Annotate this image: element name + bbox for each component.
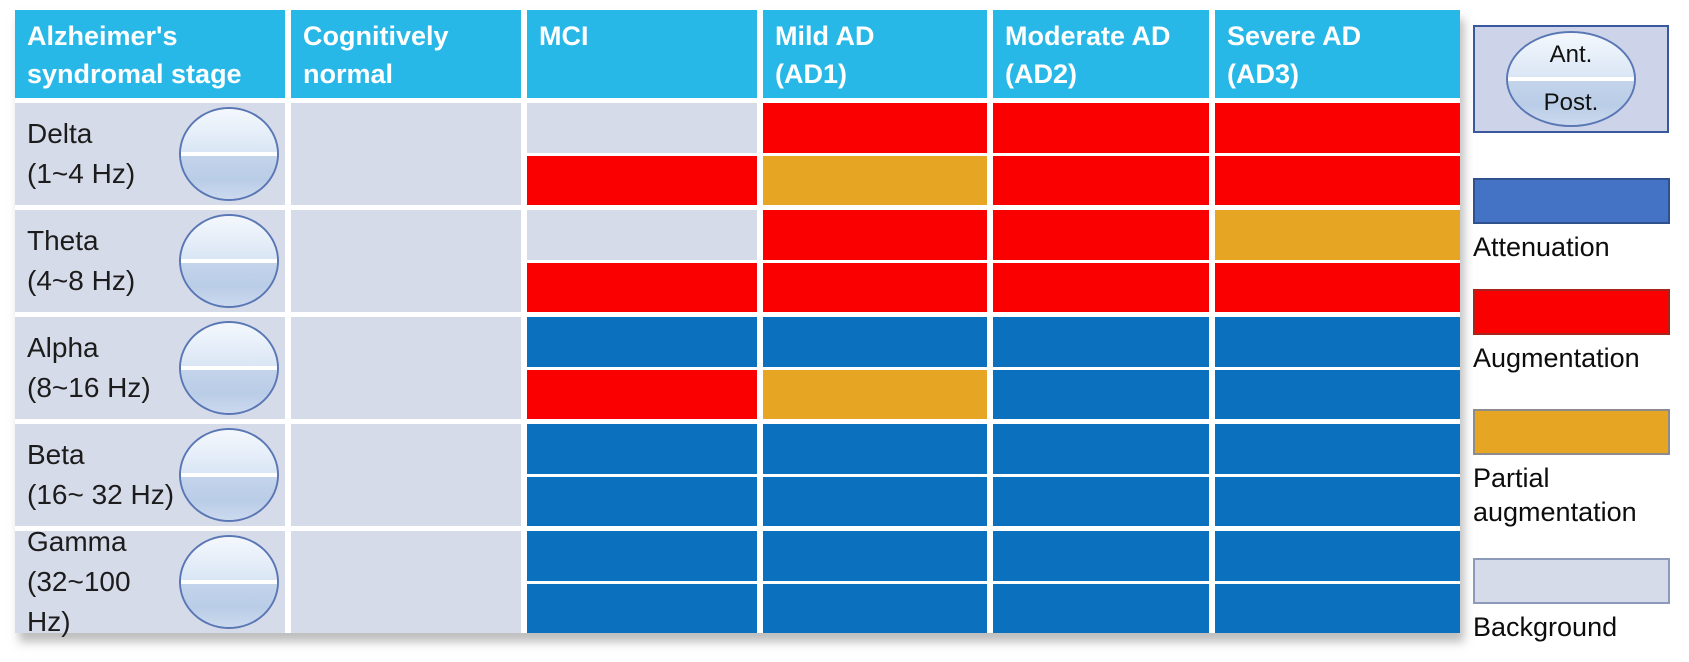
background-swatch [1473, 558, 1670, 604]
cell-gamma-mild-ad-posterior [763, 583, 987, 633]
anterior-label: Ant. [1549, 41, 1593, 68]
cell-alpha-moderate-ad-anterior [993, 317, 1209, 367]
band-frequency-range: (16~ 32 Hz) [27, 479, 175, 510]
cell-beta-moderate-ad-posterior [993, 476, 1209, 526]
band-name: Beta [27, 439, 85, 471]
background-label: Background [1473, 612, 1618, 642]
cell-theta-cognitively-normal [291, 210, 521, 312]
brain-ant-post-icon [179, 428, 279, 522]
cell-delta-mci-anterior [527, 103, 757, 153]
band-label-beta: Beta (16~ 32 Hz) [15, 424, 285, 526]
partial-augmentation-swatch [1473, 409, 1670, 455]
cell-theta-mild-ad-posterior [763, 262, 987, 312]
cell-gamma-mild-ad-anterior [763, 531, 987, 581]
cell-beta-mild-ad-anterior [763, 424, 987, 474]
band-label-gamma: Gamma (32~100 Hz) [15, 526, 285, 637]
brain-ant-post-icon [179, 107, 279, 201]
header-severe-ad: Severe AD (AD3) [1215, 10, 1460, 98]
cell-alpha-moderate-ad-posterior [993, 369, 1209, 419]
header-mild-ad: Mild AD (AD1) [763, 10, 987, 98]
band-frequency-range: (1~4 Hz) [27, 158, 136, 189]
cell-beta-severe-ad-posterior [1215, 476, 1460, 526]
cell-gamma-mci-anterior [527, 531, 757, 581]
cell-delta-severe-ad-anterior [1215, 103, 1460, 153]
cell-theta-mci-posterior [527, 262, 757, 312]
cell-alpha-mci-posterior [527, 369, 757, 419]
cell-theta-moderate-ad-anterior [993, 210, 1209, 260]
cell-beta-mci-anterior [527, 424, 757, 474]
header-moderate-ad: Moderate AD (AD2) [993, 10, 1209, 98]
cell-beta-cognitively-normal [291, 424, 521, 526]
legend: Ant. Post. Attenuation Augmentation Part… [1473, 0, 1685, 662]
cell-alpha-mild-ad-posterior [763, 369, 987, 419]
attenuation-label: Attenuation [1473, 232, 1610, 262]
cell-alpha-mild-ad-anterior [763, 317, 987, 367]
brain-ant-post-icon [179, 321, 279, 415]
cell-theta-severe-ad-posterior [1215, 262, 1460, 312]
brain-ant-post-icon: Ant. Post. [1506, 31, 1636, 127]
band-label-delta: Delta (1~4 Hz) [15, 103, 285, 205]
cell-gamma-cognitively-normal [291, 531, 521, 633]
band-name: Alpha [27, 332, 99, 364]
band-label-theta: Theta (4~8 Hz) [15, 210, 285, 312]
cell-theta-mild-ad-anterior [763, 210, 987, 260]
partial-augmentation-label: Partial augmentation [1473, 463, 1637, 527]
eeg-ad-summary-table: Alzheimer's syndromal stage Cognitively … [15, 10, 1460, 637]
cell-delta-cognitively-normal [291, 103, 521, 205]
cell-delta-mild-ad-anterior [763, 103, 987, 153]
brain-ant-post-icon [179, 535, 279, 629]
cell-alpha-severe-ad-posterior [1215, 369, 1460, 419]
cell-beta-mci-posterior [527, 476, 757, 526]
cell-beta-moderate-ad-anterior [993, 424, 1209, 474]
header-syndromal-stage: Alzheimer's syndromal stage [15, 10, 285, 98]
cell-gamma-severe-ad-posterior [1215, 583, 1460, 633]
posterior-label: Post. [1543, 89, 1599, 116]
band-name: Gamma [27, 526, 127, 558]
legend-item-partial-augmentation: Partial augmentation [1473, 409, 1673, 530]
cell-gamma-moderate-ad-posterior [993, 583, 1209, 633]
cell-gamma-severe-ad-anterior [1215, 531, 1460, 581]
legend-item-background: Background [1473, 558, 1673, 645]
band-name: Delta [27, 118, 93, 150]
cell-delta-moderate-ad-anterior [993, 103, 1209, 153]
cell-theta-moderate-ad-posterior [993, 262, 1209, 312]
cell-alpha-mci-anterior [527, 317, 757, 367]
header-cognitively-normal: Cognitively normal [291, 10, 521, 98]
brain-ant-post-icon [179, 214, 279, 308]
attenuation-swatch [1473, 178, 1670, 224]
cell-gamma-mci-posterior [527, 583, 757, 633]
cell-alpha-severe-ad-anterior [1215, 317, 1460, 367]
legend-item-augmentation: Augmentation [1473, 289, 1673, 376]
cell-theta-mci-anterior [527, 210, 757, 260]
band-frequency-range: (4~8 Hz) [27, 265, 136, 296]
cell-alpha-cognitively-normal [291, 317, 521, 419]
cell-beta-severe-ad-anterior [1215, 424, 1460, 474]
augmentation-swatch [1473, 289, 1670, 335]
band-frequency-range: (32~100 Hz) [27, 566, 131, 637]
legend-item-attenuation: Attenuation [1473, 178, 1673, 265]
cell-gamma-moderate-ad-anterior [993, 531, 1209, 581]
augmentation-label: Augmentation [1473, 343, 1640, 373]
band-name: Theta [27, 225, 99, 257]
cell-delta-severe-ad-posterior [1215, 155, 1460, 205]
ant-post-legend-box: Ant. Post. [1473, 25, 1669, 133]
cell-delta-moderate-ad-posterior [993, 155, 1209, 205]
band-frequency-range: (8~16 Hz) [27, 372, 151, 403]
band-label-alpha: Alpha (8~16 Hz) [15, 317, 285, 419]
cell-theta-severe-ad-anterior [1215, 210, 1460, 260]
cell-delta-mci-posterior [527, 155, 757, 205]
cell-beta-mild-ad-posterior [763, 476, 987, 526]
header-mci: MCI [527, 10, 757, 98]
cell-delta-mild-ad-posterior [763, 155, 987, 205]
